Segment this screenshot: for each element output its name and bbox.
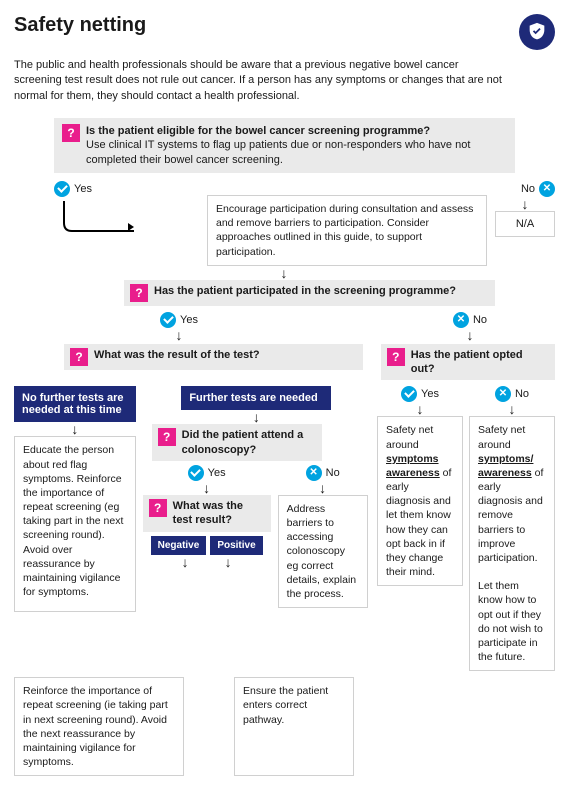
educate-box: Educate the person about red flag sympto… (14, 436, 136, 612)
check-icon (54, 181, 70, 197)
arrow-icon: ↓ (14, 422, 136, 436)
reinforce-box: Reinforce the importance of repeat scree… (14, 677, 184, 776)
x-icon (453, 312, 469, 328)
q4-title: Has the patient opted out? (411, 349, 523, 375)
q1-no: No (495, 181, 555, 197)
arrow-icon: ↓ (319, 481, 326, 495)
q4-yes: Yes (401, 386, 439, 402)
elbow-arrow (54, 197, 144, 241)
x-icon (539, 181, 555, 197)
x-icon (495, 386, 511, 402)
q6-box: ? What was the test result? (143, 495, 271, 532)
arrow-icon: ↓ (509, 402, 516, 416)
q1-yes: Yes (54, 181, 100, 197)
q3-title: What was the result of the test? (94, 349, 260, 361)
q5-no: No (306, 465, 340, 481)
arrow-icon: ↓ (417, 402, 424, 416)
optout-yes-box: Safety net around symptoms awareness of … (377, 416, 463, 586)
q2-title: Has the patient participated in the scre… (154, 285, 456, 297)
result-further: Further tests are needed (181, 386, 331, 410)
shield-badge-icon (519, 14, 555, 50)
q4-no: No (495, 386, 529, 402)
question-icon: ? (158, 428, 176, 446)
encourage-box: Encourage participation during consultat… (207, 195, 487, 266)
arrow-icon: ↓ (385, 328, 555, 342)
arrow-icon: ↓ (142, 410, 371, 424)
question-icon: ? (62, 124, 80, 142)
q2-yes: Yes (74, 312, 284, 328)
check-icon (160, 312, 176, 328)
arrow-icon: ↓ (144, 266, 424, 280)
question-icon: ? (130, 284, 148, 302)
arrow-icon: ↓ (495, 197, 555, 211)
q5-yes: Yes (188, 465, 226, 481)
arrow-icon: ↓ (74, 328, 284, 342)
ensure-box: Ensure the patient enters correct pathwa… (234, 677, 354, 776)
arrow-icon: ↓ (203, 481, 210, 495)
q1-box: ? Is the patient eligible for the bowel … (54, 118, 515, 173)
result-no-further: No further tests are needed at this time (14, 386, 136, 422)
intro-text: The public and health professionals shou… (14, 58, 504, 104)
q3-box: ? What was the result of the test? (64, 344, 363, 370)
q5-title: Did the patient attend a colonoscopy? (182, 429, 304, 455)
arrow-icon: ↓ (182, 555, 189, 569)
q4-box: ? Has the patient opted out? (381, 344, 555, 381)
question-icon: ? (70, 348, 88, 366)
pill-positive: Positive (210, 536, 262, 555)
na-box: N/A (495, 211, 555, 237)
pill-negative: Negative (151, 536, 207, 555)
page-title: Safety netting (14, 14, 146, 37)
q1-sub: Use clinical IT systems to flag up patie… (86, 139, 470, 165)
check-icon (188, 465, 204, 481)
address-box: Address barriers to accessing colonoscop… (278, 495, 368, 608)
x-icon (306, 465, 322, 481)
q6-title: What was the test result? (173, 500, 243, 526)
question-icon: ? (149, 499, 167, 517)
q1-title: Is the patient eligible for the bowel ca… (86, 125, 430, 137)
check-icon (401, 386, 417, 402)
q2-box: ? Has the patient participated in the sc… (124, 280, 495, 306)
optout-no-box: Safety net around symptoms/ awareness of… (469, 416, 555, 671)
question-icon: ? (387, 348, 405, 366)
q5-box: ? Did the patient attend a colonoscopy? (152, 424, 322, 461)
q2-no: No (385, 312, 555, 328)
arrow-icon: ↓ (225, 555, 232, 569)
